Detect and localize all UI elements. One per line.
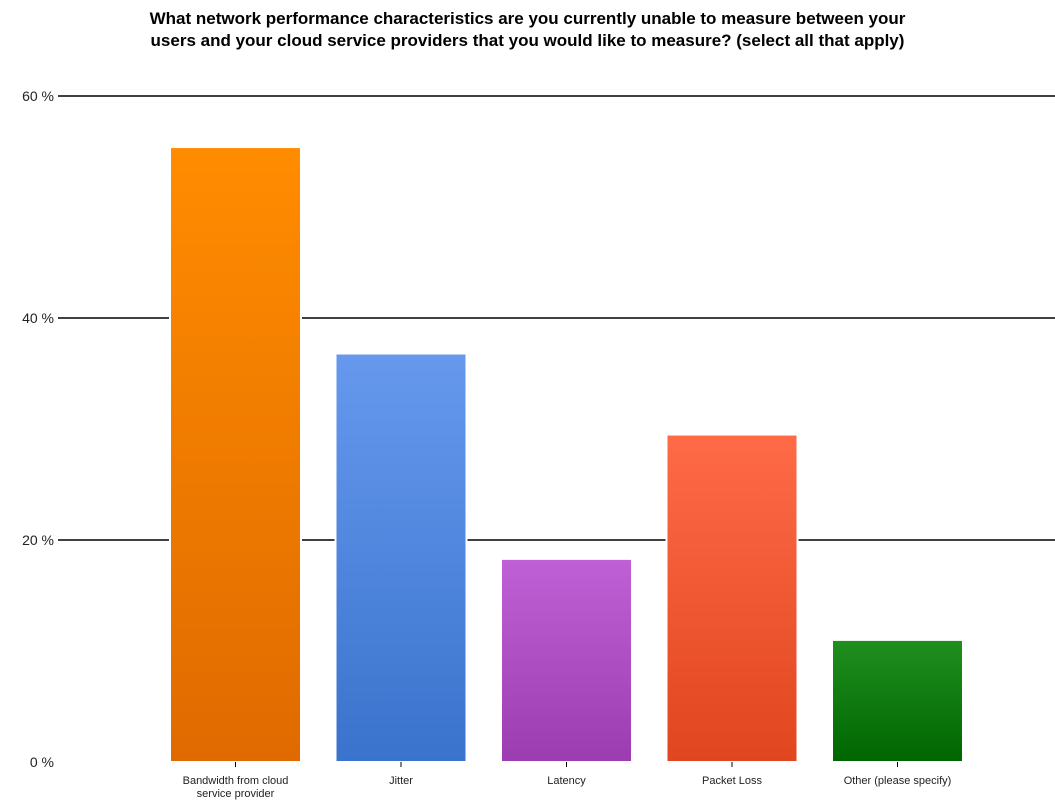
y-tick-label: 40 % [22, 310, 54, 326]
y-tick-label: 20 % [22, 532, 54, 548]
bar [169, 146, 302, 763]
y-tick-label: 0 % [30, 754, 54, 770]
x-tick-label: Other (please specify) [844, 775, 952, 787]
chart-title: What network performance characteristics… [0, 8, 1055, 52]
y-axis-ticks: 0 % 20 % 40 % 60 % [22, 88, 54, 770]
chart-title-line-2: users and your cloud service providers t… [150, 31, 905, 50]
x-tick-label: Latency [547, 775, 586, 787]
x-tick-label: Jitter [389, 775, 413, 787]
bar [334, 352, 468, 763]
x-tick-label: service provider [197, 788, 275, 800]
x-tick-label: Bandwidth from cloud [183, 775, 289, 787]
chart-title-line-1: What network performance characteristics… [149, 9, 906, 28]
x-tick-label: Packet Loss [702, 775, 762, 787]
bar [831, 638, 964, 764]
y-tick-label: 60 % [22, 88, 54, 104]
bar [500, 557, 633, 763]
bar [665, 433, 799, 763]
bars [169, 146, 964, 764]
